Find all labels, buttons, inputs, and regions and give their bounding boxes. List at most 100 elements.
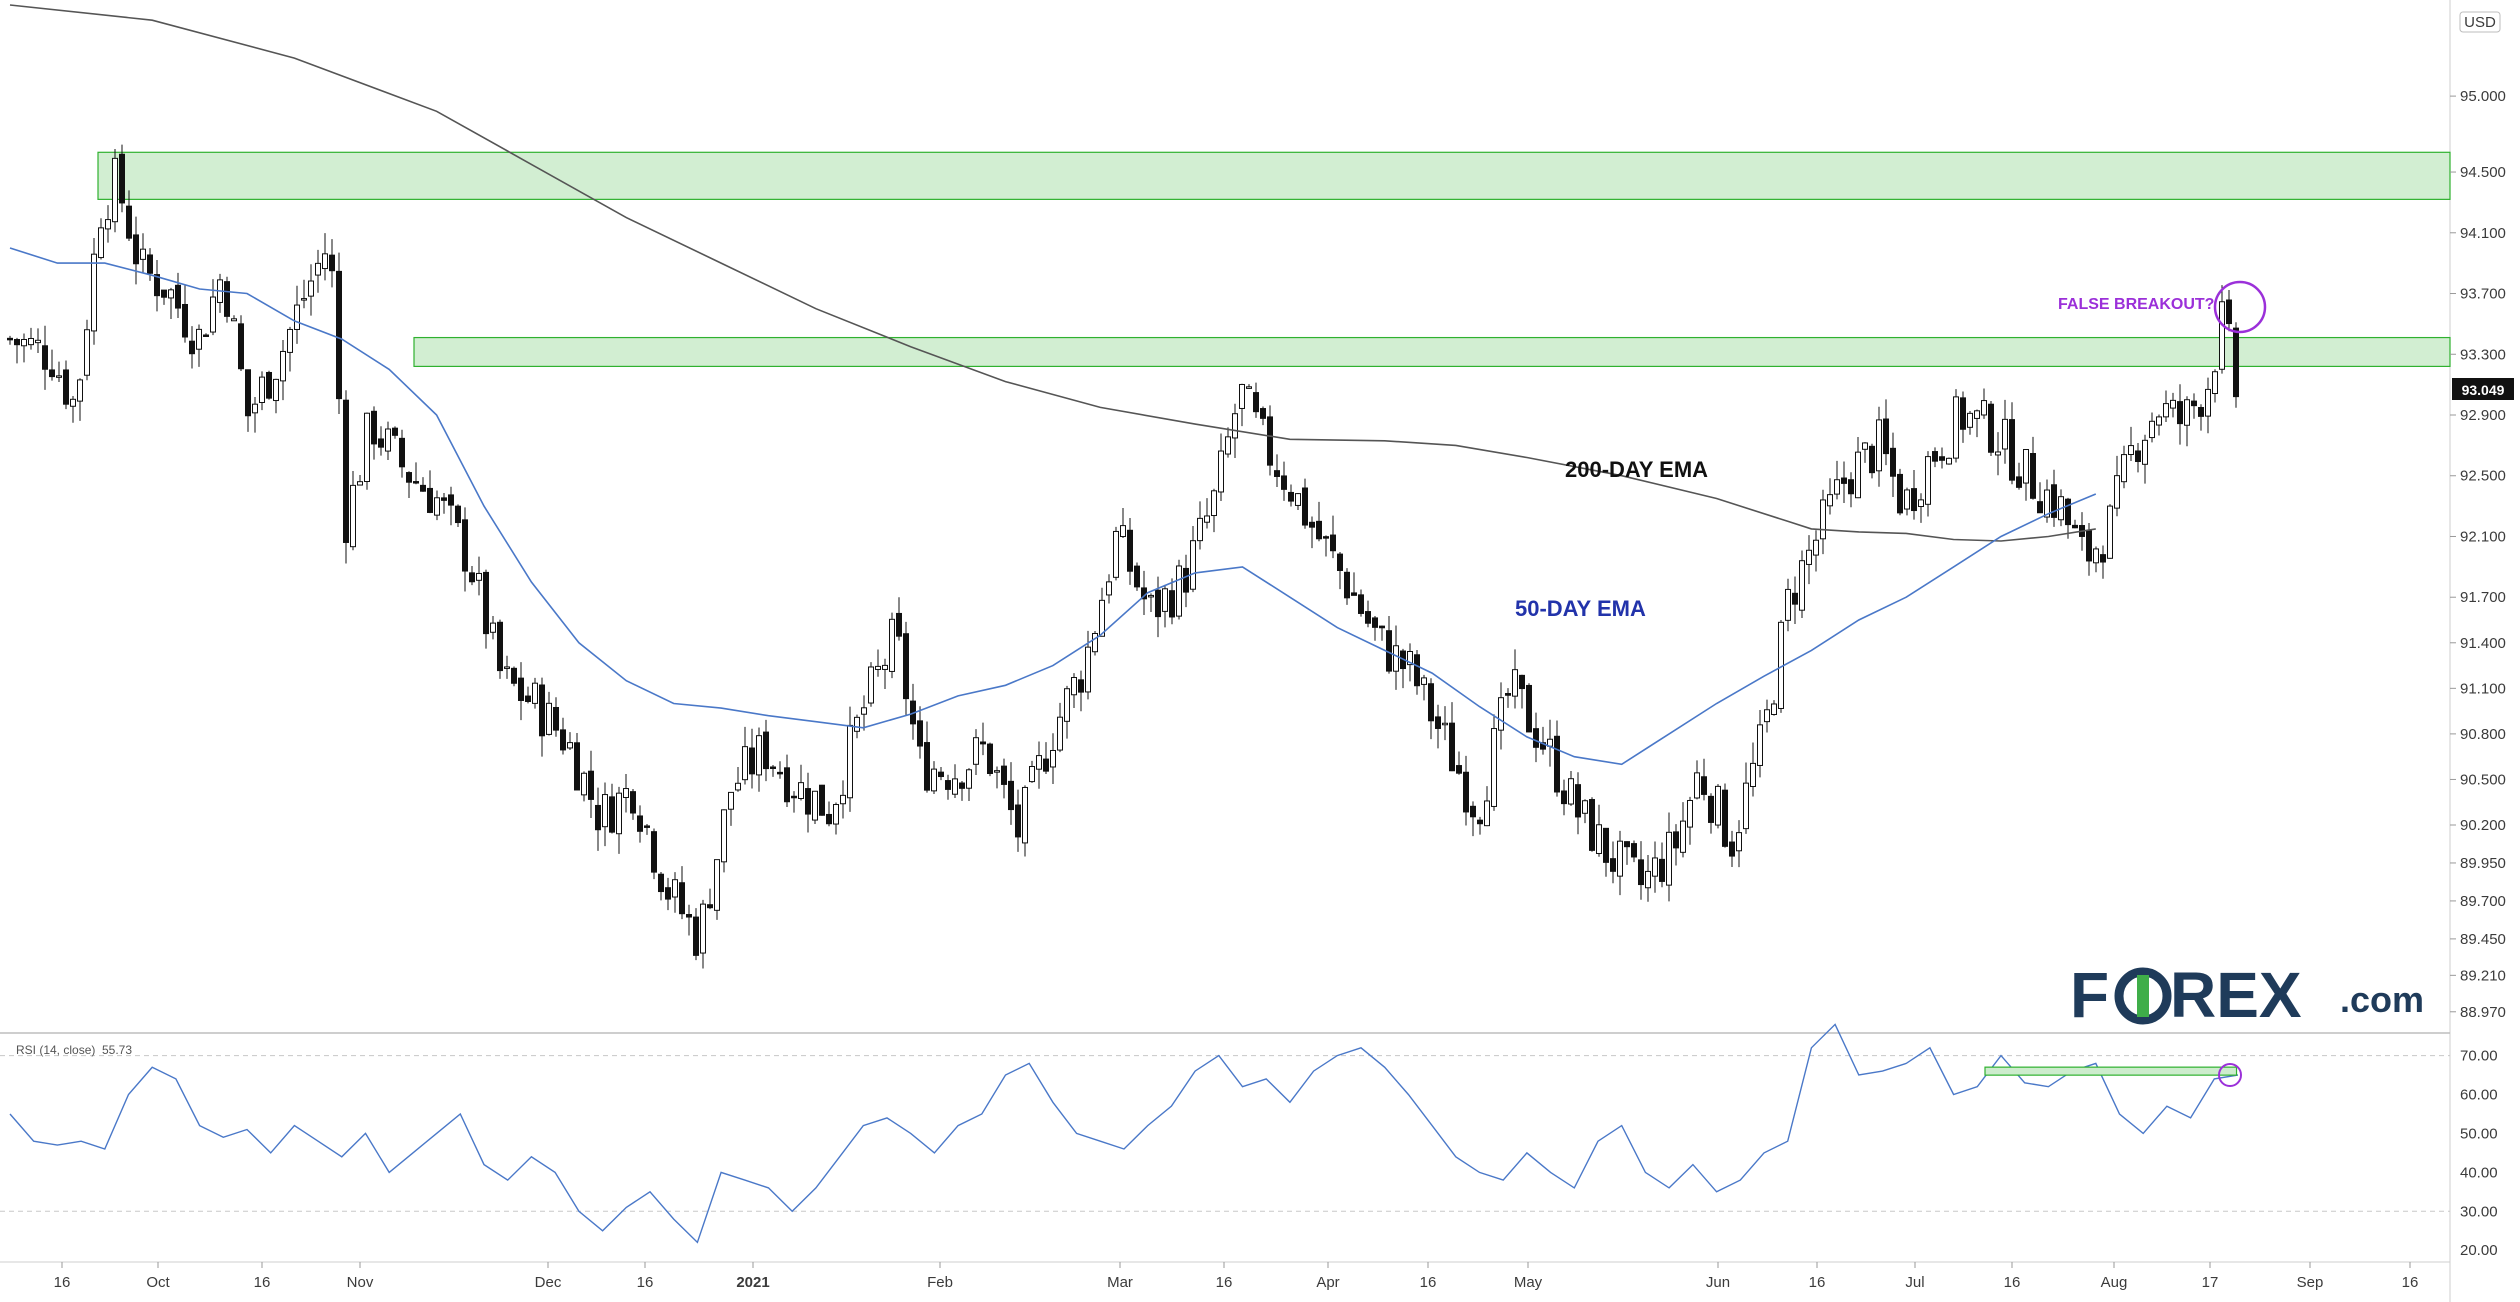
candle-body [1057,716,1063,751]
candle-body [2086,530,2092,562]
candle-body [861,707,867,715]
candle-body [63,369,69,405]
candle-body [2009,419,2015,481]
candle-body [1379,625,1385,629]
candle-body [1596,824,1602,854]
candle-body [231,318,237,322]
candle-body [1911,488,1917,512]
price-tick-label: 92.500 [2460,468,2506,485]
candle-body [819,784,825,816]
candle-body [2170,399,2176,409]
candle-body [133,234,139,265]
candle-body [259,376,265,403]
candle-body [1981,400,1987,416]
candle-body [1953,396,1959,459]
candle-body [1862,442,1868,450]
candle-body [189,340,195,355]
candle-body [336,270,342,400]
candle-body [1897,473,1903,514]
candle-body [784,767,790,803]
candle-body [1344,571,1350,599]
rsi-current-value: 55.73 [102,1043,132,1057]
candle-body [1848,479,1854,495]
candle-body [1736,832,1742,852]
candle-body [1540,742,1546,750]
candle-body [812,790,818,821]
candle-body [1918,499,1924,508]
price-tick-label: 91.400 [2460,635,2506,652]
candle-body [1274,470,1280,477]
candle-body [1799,560,1805,611]
candle-body [2142,439,2148,465]
candle-body [1001,765,1007,785]
price-axis[interactable]: 95.000 94.500 94.100 93.700 93.300 92.900 92.5… [2450,88,2506,1021]
time-tick-label: Dec [535,1274,562,1291]
candle-body [1169,590,1175,618]
candle-body [1869,445,1875,474]
candle-body [1190,540,1196,590]
candle-body [1064,688,1070,722]
candle-body [2212,371,2218,395]
candle-body [931,768,937,792]
candle-body [1638,859,1644,886]
candle-body [1554,735,1560,793]
candle-body [700,903,706,954]
candle-body [1491,728,1497,807]
currency-box[interactable] [2459,11,2501,33]
candle-body [504,666,510,669]
candle-body [273,378,279,402]
candle-body [301,298,307,301]
candle-body [588,770,594,800]
candle-body [329,254,335,272]
candle-body [1624,841,1630,848]
candle-body [21,339,27,347]
candle-body [399,437,405,468]
candle-body [1008,780,1014,811]
candle-body [1071,677,1077,696]
candle-body [1939,456,1945,461]
candle-body [889,618,895,672]
candle-body [1526,684,1532,733]
rsi-tick-label: 30.00 [2460,1203,2498,1220]
candle-body [644,825,650,828]
time-axis[interactable]: 16 Oct 16 Nov Dec 16 2021 Feb Mar 16 Apr 16 May Jun 16… [54,1262,2419,1291]
rsi-tick-label: 60.00 [2460,1087,2498,1104]
price-tick-label: 93.300 [2460,346,2506,363]
time-tick-label: Aug [2101,1274,2128,1291]
candle-body [427,487,433,513]
candle-body [1484,800,1490,827]
candle-body [896,612,902,637]
candlestick-series [7,144,2239,969]
candle-body [609,796,615,833]
candle-body [938,771,944,778]
price-tick-label: 91.100 [2460,680,2506,697]
candle-body [1652,857,1658,877]
candle-body [280,350,286,382]
candle-body [441,497,447,501]
candle-body [1463,771,1469,813]
candle-body [364,412,370,482]
candle-body [735,782,741,791]
candle-body [2114,475,2120,509]
candle-body [770,766,776,769]
candle-body [1022,786,1028,844]
candle-body [805,788,811,815]
time-tick-label: Apr [1316,1274,1339,1291]
candle-body [966,769,972,789]
resistance-zones [97,151,2451,368]
last-price-tag [2452,378,2514,400]
time-tick-label: May [1514,1274,1543,1291]
candle-body [1449,722,1455,772]
candle-body [1302,487,1308,526]
logo-o-ring [2114,967,2172,1025]
candle-body [1029,765,1035,783]
candle-body [2163,403,2169,418]
candle-body [2205,388,2211,417]
candle-body [1505,693,1511,696]
candle-body [1883,418,1889,455]
candle-body [1162,588,1168,612]
rsi-line [9,1023,2239,1244]
candle-body [413,481,419,484]
candle-body [1211,490,1217,517]
